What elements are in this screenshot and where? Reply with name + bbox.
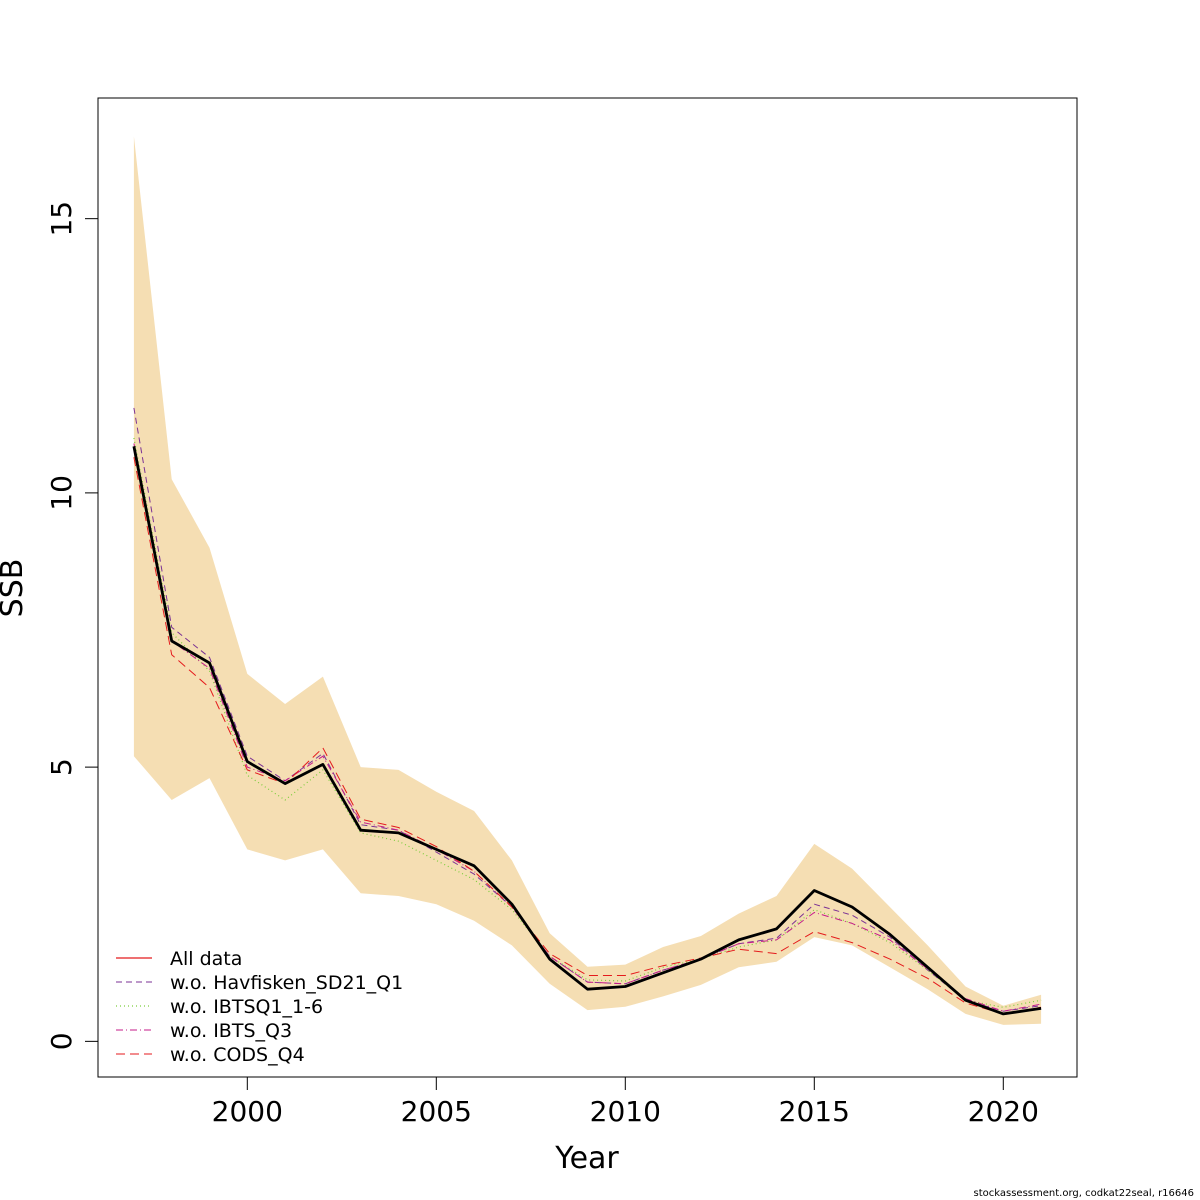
confidence-band-layer	[133, 136, 1042, 1025]
x-axis-title: Year	[554, 1141, 619, 1176]
confidence-band	[133, 136, 1042, 1025]
credit-text: stockassessment.org, codkat22seal, r1664…	[974, 1188, 1194, 1199]
y-tick-label: 15	[45, 201, 78, 237]
legend-label: All data	[170, 948, 242, 970]
x-tick-label: 2010	[590, 1095, 661, 1128]
legend-label: w.o. CODS_Q4	[170, 1044, 305, 1066]
x-tick-label: 2000	[212, 1095, 283, 1128]
y-tick-label: 10	[45, 475, 78, 511]
series-line-4	[133, 443, 1042, 1012]
y-axis: 0 5 10 15	[45, 201, 99, 1050]
legend-label: w.o. Havfisken_SD21_Q1	[170, 972, 403, 994]
series-line-1	[132, 446, 1042, 1016]
series-line-3	[133, 437, 1042, 1008]
x-axis: 2000 2005 2010 2015 2020	[212, 1076, 1039, 1128]
y-tick-label: 0	[45, 1032, 78, 1050]
plot-frame	[97, 97, 1078, 1078]
legend-label: w.o. IBTSQ1_1-6	[170, 996, 323, 1018]
x-tick-label: 2005	[401, 1095, 472, 1128]
legend-label: w.o. IBTS_Q3	[170, 1020, 292, 1042]
x-tick-label: 2020	[968, 1095, 1039, 1128]
x-tick-label: 2015	[779, 1095, 850, 1128]
y-axis-title: SSB	[0, 559, 30, 618]
series-layer	[132, 407, 1042, 1016]
y-tick-label: 5	[45, 758, 78, 776]
